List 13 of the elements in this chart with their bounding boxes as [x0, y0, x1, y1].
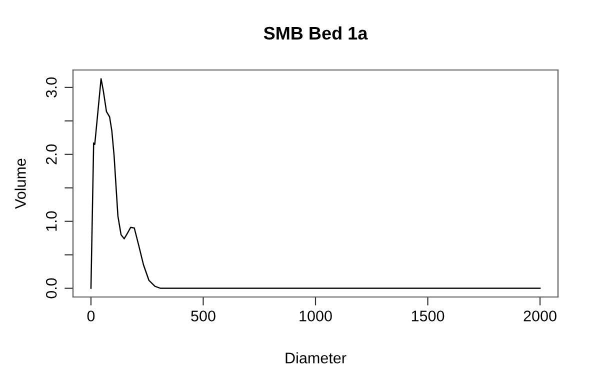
chart-title: SMB Bed 1a [264, 26, 368, 40]
y-tick-label: 1.0 [46, 211, 57, 231]
x-tick-label: 500 [191, 310, 216, 322]
x-tick-label: 1000 [300, 310, 332, 322]
x-tick-label: 1500 [412, 310, 444, 322]
line-series [90, 78, 541, 289]
y-tick-label: 3.0 [46, 77, 57, 98]
x-tick-label: 0 [87, 310, 95, 322]
x-axis-title: Diameter [286, 352, 346, 364]
y-tick-label: 0.0 [46, 278, 57, 298]
y-tick-label: 2.0 [46, 144, 57, 164]
x-tick-label: 2000 [524, 310, 556, 322]
y-axis-title: Volume [14, 158, 26, 209]
